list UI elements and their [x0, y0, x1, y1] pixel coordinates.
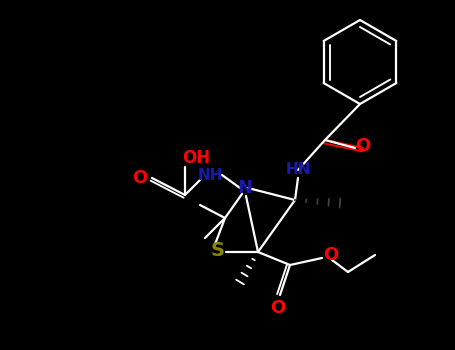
- Text: OH: OH: [182, 149, 210, 167]
- Text: S: S: [211, 240, 225, 259]
- Text: O: O: [324, 246, 339, 264]
- Text: O: O: [355, 137, 371, 155]
- Text: NH: NH: [197, 168, 223, 182]
- Text: O: O: [132, 169, 147, 187]
- Text: N: N: [238, 179, 253, 197]
- Text: HN: HN: [285, 162, 311, 177]
- Text: O: O: [270, 299, 286, 317]
